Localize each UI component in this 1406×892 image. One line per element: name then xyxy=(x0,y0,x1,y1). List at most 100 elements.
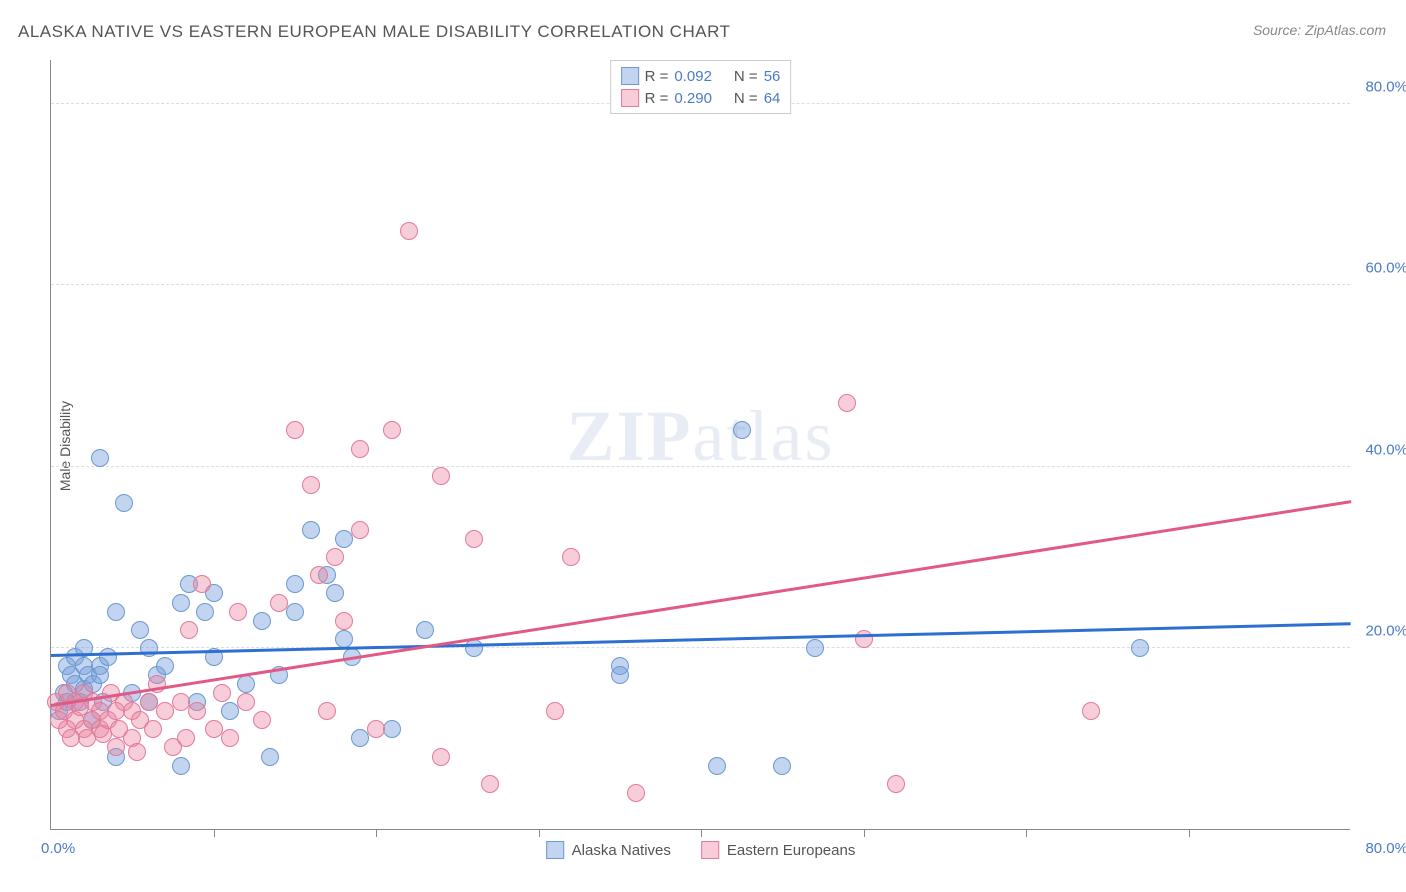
legend-series-label: Alaska Natives xyxy=(572,842,671,859)
trend-line xyxy=(51,623,1351,657)
scatter-point xyxy=(221,702,239,720)
scatter-point xyxy=(237,693,255,711)
legend-r-value: 0.092 xyxy=(674,68,712,85)
scatter-point xyxy=(887,775,905,793)
scatter-point xyxy=(335,630,353,648)
y-tick-label: 20.0% xyxy=(1365,622,1406,639)
y-tick-label: 60.0% xyxy=(1365,260,1406,277)
scatter-point xyxy=(237,675,255,693)
plot-area: ZIPatlas R =0.092N =56R =0.290N =64 20.0… xyxy=(50,60,1350,830)
legend-swatch xyxy=(621,89,639,107)
scatter-point xyxy=(144,720,162,738)
scatter-point xyxy=(481,775,499,793)
scatter-point xyxy=(107,738,125,756)
scatter-point xyxy=(326,584,344,602)
scatter-point xyxy=(335,530,353,548)
x-tick xyxy=(214,829,215,837)
scatter-point xyxy=(156,702,174,720)
scatter-point xyxy=(196,603,214,621)
legend-n-label: N = xyxy=(734,90,758,107)
scatter-point xyxy=(91,666,109,684)
scatter-point xyxy=(367,720,385,738)
scatter-point xyxy=(205,720,223,738)
scatter-point xyxy=(383,421,401,439)
x-axis-max-label: 80.0% xyxy=(1365,840,1406,857)
scatter-point xyxy=(611,666,629,684)
chart-title: ALASKA NATIVE VS EASTERN EUROPEAN MALE D… xyxy=(18,22,730,42)
x-axis-min-label: 0.0% xyxy=(41,840,75,857)
source-label: Source: ZipAtlas.com xyxy=(1253,22,1386,38)
scatter-point xyxy=(229,603,247,621)
scatter-point xyxy=(302,521,320,539)
series-legend: Alaska Natives Eastern Europeans xyxy=(546,841,856,859)
scatter-point xyxy=(188,702,206,720)
y-tick-label: 80.0% xyxy=(1365,79,1406,96)
scatter-point xyxy=(128,743,146,761)
scatter-point xyxy=(627,784,645,802)
scatter-point xyxy=(131,621,149,639)
legend-n-value: 56 xyxy=(764,68,781,85)
scatter-point xyxy=(270,594,288,612)
scatter-point xyxy=(172,594,190,612)
scatter-point xyxy=(326,548,344,566)
scatter-point xyxy=(838,394,856,412)
scatter-point xyxy=(193,575,211,593)
scatter-point xyxy=(177,729,195,747)
y-tick-label: 40.0% xyxy=(1365,441,1406,458)
scatter-point xyxy=(773,757,791,775)
x-tick xyxy=(701,829,702,837)
scatter-point xyxy=(335,612,353,630)
scatter-point xyxy=(855,630,873,648)
x-tick xyxy=(1189,829,1190,837)
gridline xyxy=(51,284,1350,285)
scatter-point xyxy=(432,467,450,485)
scatter-point xyxy=(253,612,271,630)
scatter-point xyxy=(107,603,125,621)
scatter-point xyxy=(91,449,109,467)
scatter-point xyxy=(806,639,824,657)
x-tick xyxy=(1026,829,1027,837)
x-tick xyxy=(864,829,865,837)
scatter-point xyxy=(286,421,304,439)
gridline xyxy=(51,647,1350,648)
legend-r-label: R = xyxy=(645,68,669,85)
scatter-point xyxy=(221,729,239,747)
scatter-point xyxy=(302,476,320,494)
scatter-point xyxy=(400,222,418,240)
scatter-point xyxy=(172,693,190,711)
scatter-point xyxy=(172,757,190,775)
scatter-point xyxy=(351,440,369,458)
scatter-point xyxy=(1082,702,1100,720)
scatter-point xyxy=(286,603,304,621)
scatter-point xyxy=(465,639,483,657)
scatter-point xyxy=(213,684,231,702)
scatter-point xyxy=(546,702,564,720)
legend-item: Eastern Europeans xyxy=(701,841,855,859)
scatter-point xyxy=(708,757,726,775)
correlation-legend: R = 0.092 N = 56 R = 0.290 N = 64 xyxy=(610,60,792,114)
trend-line xyxy=(51,500,1351,706)
scatter-point xyxy=(156,657,174,675)
scatter-point xyxy=(432,748,450,766)
legend-item: Alaska Natives xyxy=(546,841,671,859)
gridline xyxy=(51,466,1350,467)
scatter-point xyxy=(310,566,328,584)
scatter-point xyxy=(465,530,483,548)
legend-swatch xyxy=(621,67,639,85)
legend-swatch xyxy=(701,841,719,859)
scatter-point xyxy=(318,702,336,720)
x-tick xyxy=(376,829,377,837)
scatter-point xyxy=(140,693,158,711)
scatter-point xyxy=(261,748,279,766)
scatter-point xyxy=(416,621,434,639)
legend-r-value: 0.290 xyxy=(674,90,712,107)
legend-swatch xyxy=(546,841,564,859)
scatter-point xyxy=(115,494,133,512)
legend-n-value: 64 xyxy=(764,90,781,107)
scatter-point xyxy=(562,548,580,566)
scatter-point xyxy=(99,648,117,666)
scatter-point xyxy=(383,720,401,738)
scatter-point xyxy=(286,575,304,593)
legend-r-label: R = xyxy=(645,90,669,107)
legend-n-label: N = xyxy=(734,68,758,85)
